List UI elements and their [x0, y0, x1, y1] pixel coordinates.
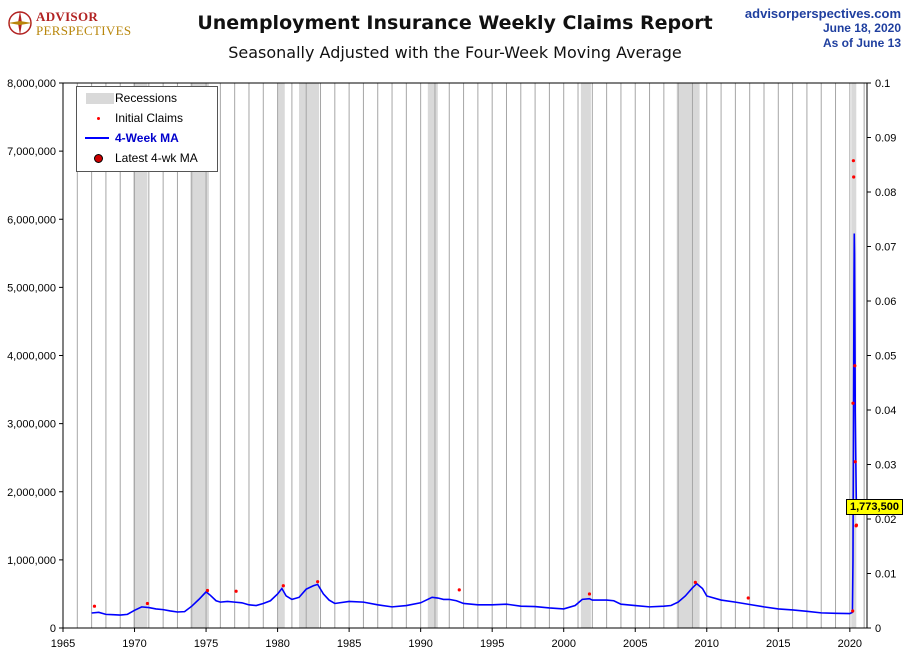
claims-point — [746, 596, 750, 600]
y-right-tick-label: 0 — [875, 623, 881, 635]
recession-band — [676, 83, 700, 628]
recession-band — [299, 83, 320, 628]
y-tick-label: 7,000,000 — [7, 146, 56, 158]
latest-marker-swatch — [94, 154, 103, 163]
ma-series-line — [91, 233, 858, 616]
x-tick-label: 2010 — [695, 638, 719, 650]
source-block: advisorperspectives.com June 18, 2020 As… — [745, 6, 901, 51]
x-tick-label: 2015 — [766, 638, 790, 650]
y-right-tick-label: 0.05 — [875, 351, 896, 363]
y-right-tick-label: 0.09 — [875, 133, 896, 145]
claims-point — [851, 609, 855, 613]
claims-point — [316, 580, 320, 584]
y-right-tick-label: 0.04 — [875, 405, 896, 417]
claims-point — [851, 401, 855, 405]
logo-line2: PERSPECTIVES — [36, 23, 132, 38]
x-tick-label: 1965 — [51, 638, 75, 650]
legend-label-initial-claims: Initial Claims — [115, 111, 184, 125]
claims-point — [853, 460, 857, 464]
legend-label-ma: 4-Week MA — [115, 131, 179, 145]
y-tick-label: 3,000,000 — [7, 419, 56, 431]
x-tick-label: 1985 — [337, 638, 361, 650]
y-right-tick-label: 0.07 — [875, 242, 896, 254]
x-tick-label: 1980 — [265, 638, 289, 650]
chart-title: Unemployment Insurance Weekly Claims Rep… — [197, 12, 713, 34]
compass-icon — [8, 11, 32, 35]
recession-swatch — [86, 93, 114, 104]
y-tick-label: 2,000,000 — [7, 487, 56, 499]
chart-subtitle: Seasonally Adjusted with the Four-Week M… — [228, 43, 682, 62]
y-right-tick-label: 0.1 — [875, 78, 890, 90]
legend: Recessions Initial Claims 4-Week MA Late… — [76, 86, 218, 172]
legend-item-ma: 4-Week MA — [77, 129, 217, 147]
y-tick-label: 1,000,000 — [7, 555, 56, 567]
y-tick-label: 4,000,000 — [7, 351, 56, 363]
legend-label-latest: Latest 4-wk MA — [115, 151, 198, 165]
claims-point — [852, 175, 856, 179]
y-right-tick-label: 0.03 — [875, 460, 896, 472]
advisor-perspectives-logo: ADVISOR PERSPECTIVES — [8, 7, 143, 41]
y-right-tick-label: 0.06 — [875, 296, 896, 308]
recession-band — [190, 83, 209, 628]
recession-band — [427, 83, 438, 628]
ma-line-swatch — [85, 137, 109, 139]
latest-value-callout: 1,773,500 — [846, 499, 903, 515]
x-tick-label: 2020 — [838, 638, 862, 650]
site-url[interactable]: advisorperspectives.com — [744, 6, 901, 21]
claims-dot-swatch — [97, 117, 100, 120]
recession-band — [133, 83, 148, 628]
x-tick-label: 1975 — [194, 638, 218, 650]
claims-point — [457, 588, 461, 592]
x-tick-label: 2000 — [551, 638, 575, 650]
x-tick-label: 2005 — [623, 638, 647, 650]
legend-item-recessions: Recessions — [77, 89, 217, 107]
recession-band — [277, 83, 285, 628]
y-right-tick-label: 0.01 — [875, 569, 896, 581]
y-tick-label: 8,000,000 — [7, 78, 56, 90]
claims-point — [234, 589, 238, 593]
claims-point — [92, 604, 97, 608]
claims-point — [851, 159, 856, 163]
claims-point — [587, 592, 592, 596]
x-tick-label: 1995 — [480, 638, 504, 650]
claims-point — [853, 364, 857, 368]
y-right-tick-label: 0.02 — [875, 514, 896, 526]
report-date: June 18, 2020 — [822, 21, 901, 35]
claims-point — [693, 580, 697, 584]
claims-point — [281, 584, 285, 588]
y-tick-label: 0 — [50, 623, 56, 635]
legend-item-initial-claims: Initial Claims — [77, 109, 217, 127]
claims-point — [854, 523, 859, 527]
logo-line1: ADVISOR — [36, 9, 99, 24]
y-tick-label: 6,000,000 — [7, 214, 56, 226]
x-tick-label: 1990 — [408, 638, 432, 650]
legend-item-latest: Latest 4-wk MA — [77, 149, 217, 167]
claims-point — [145, 601, 150, 606]
recession-band — [580, 83, 591, 628]
legend-label-recessions: Recessions — [115, 91, 178, 105]
y-tick-label: 5,000,000 — [7, 282, 56, 294]
claims-point — [205, 588, 210, 593]
y-right-tick-label: 0.08 — [875, 187, 896, 199]
x-tick-label: 1970 — [122, 638, 146, 650]
as-of-date: As of June 13 — [822, 36, 901, 50]
